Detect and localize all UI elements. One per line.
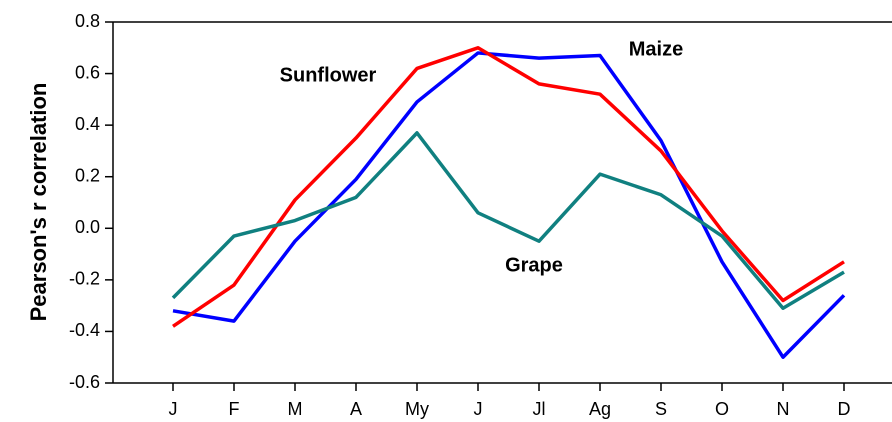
y-tick-label: -0.2 [69, 269, 100, 289]
x-tick-label: Ag [589, 399, 611, 419]
y-tick-label: 0.6 [75, 62, 100, 82]
x-tick-label: D [838, 399, 851, 419]
x-tick-label: N [777, 399, 790, 419]
y-tick-label: 0.4 [75, 114, 100, 134]
y-tick-label: -0.6 [69, 372, 100, 392]
series-line [172, 46, 845, 328]
y-tick-label: 0.0 [75, 217, 100, 237]
series-line [172, 51, 846, 359]
x-tick-label: F [229, 399, 240, 419]
series-line [171, 131, 845, 310]
x-tick-label: S [655, 399, 667, 419]
x-tick-label: J [169, 399, 178, 419]
y-axis-label: Pearson's r correlation [26, 83, 51, 322]
y-tick-label: -0.4 [69, 320, 100, 340]
x-tick-label: My [405, 399, 429, 419]
series-label: Sunflower [280, 64, 377, 86]
y-tick-label: 0.8 [75, 11, 100, 31]
x-tick-label: Jl [533, 399, 546, 419]
series-label: Maize [629, 38, 683, 60]
series-label: Grape [505, 254, 563, 276]
x-tick-label: J [474, 399, 483, 419]
x-tick-label: A [350, 399, 362, 419]
y-tick-label: 0.2 [75, 165, 100, 185]
x-tick-label: M [288, 399, 303, 419]
x-tick-label: O [715, 399, 729, 419]
